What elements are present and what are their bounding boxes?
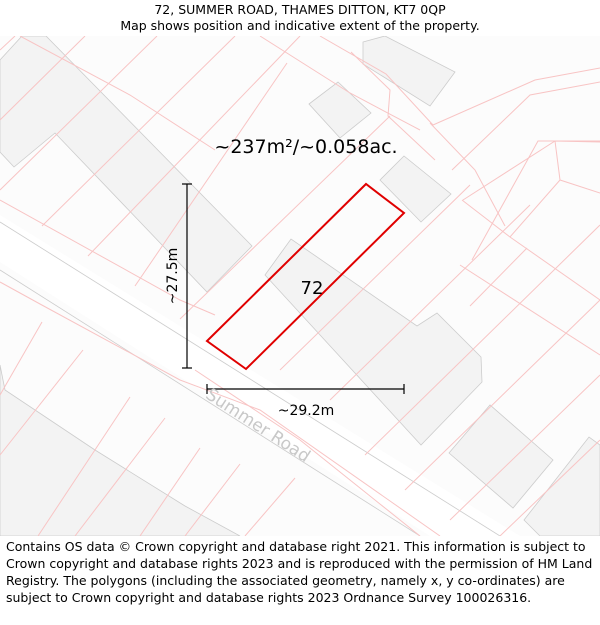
height-measure-line bbox=[182, 183, 192, 369]
area-label: ~237m²/~0.058ac. bbox=[214, 136, 397, 158]
building bbox=[523, 436, 600, 536]
building bbox=[308, 81, 372, 139]
building bbox=[0, 36, 253, 293]
height-measure-label: ~27.5m bbox=[165, 248, 181, 305]
attribution-text: Contains OS data © Crown copyright and d… bbox=[6, 539, 593, 605]
map-canvas: ~237m²/~0.058ac. 72 ~27.5m ~29.2m Summer… bbox=[0, 36, 600, 536]
road-edge-south bbox=[0, 269, 421, 536]
copyright-footer: Contains OS data © Crown copyright and d… bbox=[6, 538, 598, 606]
building-row-south bbox=[0, 364, 241, 536]
map-header: 72, SUMMER ROAD, THAMES DITTON, KT7 0QP … bbox=[0, 0, 600, 36]
property-map[interactable]: ~237m²/~0.058ac. 72 ~27.5m ~29.2m Summer… bbox=[0, 36, 600, 536]
width-measure-line bbox=[206, 384, 405, 394]
map-description: Map shows position and indicative extent… bbox=[120, 18, 480, 33]
property-address-title: 72, SUMMER ROAD, THAMES DITTON, KT7 0QP bbox=[154, 2, 446, 17]
property-boundary[interactable] bbox=[205, 182, 406, 371]
building bbox=[379, 155, 452, 223]
width-measure-label: ~29.2m bbox=[278, 403, 335, 419]
road-edge-north bbox=[0, 221, 501, 536]
plot-number-label: 72 bbox=[301, 278, 324, 299]
parcel-boundaries bbox=[0, 36, 600, 536]
summer-road bbox=[0, 215, 520, 536]
